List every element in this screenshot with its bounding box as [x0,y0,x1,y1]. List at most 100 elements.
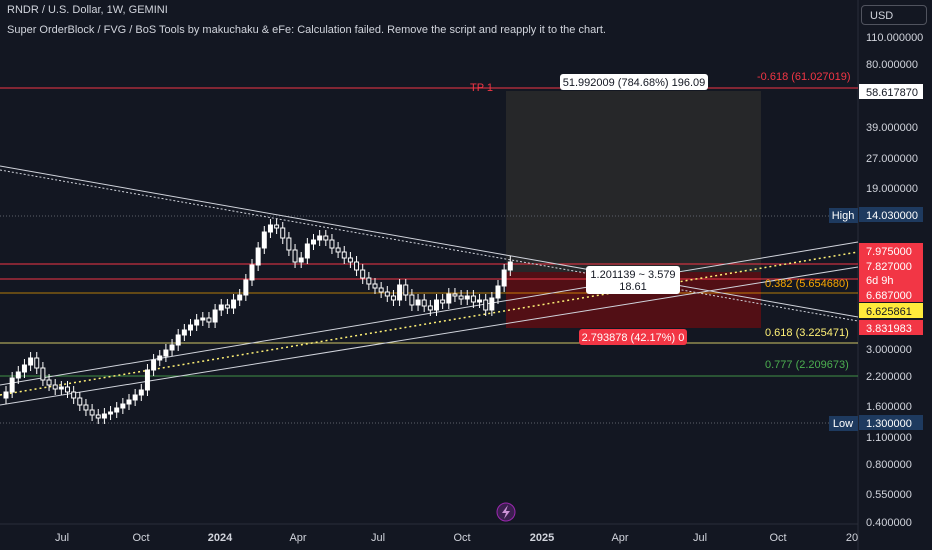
descending-trendline-outer[interactable] [0,165,859,318]
currency-button[interactable]: USD [861,5,927,25]
candle-body [317,235,323,241]
candle-body [108,411,114,415]
candle-body [477,299,483,303]
fib-0618-label: 0.618 (3.225471) [765,327,849,339]
indicator-status[interactable]: Super OrderBlock / FVG / BoS Tools by ma… [7,24,606,36]
candle-body [298,257,304,263]
time-tick-label: Jul [55,532,69,544]
candle-body [175,334,181,346]
candle-body [188,324,193,331]
candle-body [495,285,501,299]
time-axis[interactable]: Jul Oct 2024 Apr Jul Oct 2025 Apr Jul Oct 20 [55,532,858,544]
candle-body [384,291,390,297]
candle-body [34,357,40,369]
ascending-trendline-lower[interactable] [0,266,859,406]
candle-body [421,299,427,307]
candle-body [114,407,120,413]
candle-body [77,397,83,406]
candle-body [354,261,360,271]
candle-body [329,239,335,249]
candle-body [347,257,353,263]
candle-body [231,299,237,309]
candle-body [304,243,310,259]
candle-body [360,269,366,279]
price-tick-label: 3.000000 [866,344,912,356]
price-badge [859,287,923,302]
candle-body [323,235,329,241]
ratio-line-2: 18.61 [619,281,647,293]
price-tick-label: 2.200000 [866,371,912,383]
price-tick-label: 1.100000 [866,432,912,444]
candlestick-series[interactable] [3,219,513,424]
price-tick-label: 0.400000 [866,517,912,529]
target-zone[interactable] [506,91,761,272]
candle-body [403,284,409,296]
price-badge [859,303,923,318]
candle-body [9,377,15,393]
price-tick-label: 58.617870 [866,87,918,99]
candle-body [243,279,249,296]
time-tick-label: Oct [132,532,149,544]
candle-body [71,391,77,399]
descending-trendline-inner[interactable] [0,169,859,322]
candle-body [89,409,95,416]
candle-body [397,284,403,301]
candle-body [274,224,280,229]
candle-body [483,299,489,311]
low-label-badge [829,416,858,431]
stop-info-text: 2.793878 (42.17%) 0 [582,332,685,344]
candle-body [409,294,415,306]
stop-info-box [579,329,687,345]
candle-body [3,391,9,399]
candle-body [341,251,347,259]
time-tick-label: 20 [846,532,858,544]
candle-body [101,413,107,419]
fib-0777-label: 0.777 (2.209673) [765,359,849,371]
price-badge [859,320,923,335]
time-tick-label: Apr [611,532,628,544]
price-axis[interactable]: 110.000000 80.000000 58.617870 39.000000 27.… [859,32,923,529]
candle-body [120,403,126,409]
price-tick-label: 6d 9h [866,275,894,287]
candle-body [434,299,439,311]
lightning-glyph [502,505,510,519]
tp-label: TP 1 [470,82,493,94]
candle-body [267,224,273,233]
time-tick-label: 2024 [208,532,233,544]
candle-body [261,231,267,249]
price-tick-label: 7.975000 [866,246,912,258]
candle-body [15,371,21,379]
price-tick-label: 80.000000 [866,59,918,71]
candle-body [65,386,70,393]
price-tick-label: 6.625861 [866,306,912,318]
candle-body [218,304,224,311]
fib-neg0618-label: -0.618 (61.027019) [757,71,851,83]
candle-body [335,247,341,253]
candle-body [181,329,187,336]
candle-body [40,367,46,381]
candle-body [21,364,27,373]
candle-body [157,355,163,361]
candle-body [501,269,507,287]
candle-body [390,295,396,301]
target-info-text: 51.992009 (784.68%) 196.09 [563,77,706,89]
candle-body [194,319,200,326]
price-tick-label: 39.000000 [866,122,918,134]
price-badge [859,415,923,430]
candle-body [163,349,169,357]
symbol-title: RNDR / U.S. Dollar, 1W, GEMINI [7,4,168,16]
candle-body [458,295,464,300]
candle-body [28,357,34,366]
price-tick-label: 0.550000 [866,489,912,501]
price-tick-label: 110.000000 [866,32,923,44]
candle-body [286,237,292,251]
candle-body [58,386,64,390]
ascending-trendline-upper[interactable] [0,241,859,386]
price-tick-label: 1.600000 [866,401,912,413]
candle-body [95,414,101,419]
candle-body [200,317,206,321]
candle-body [470,295,476,303]
candle-body [292,249,298,263]
